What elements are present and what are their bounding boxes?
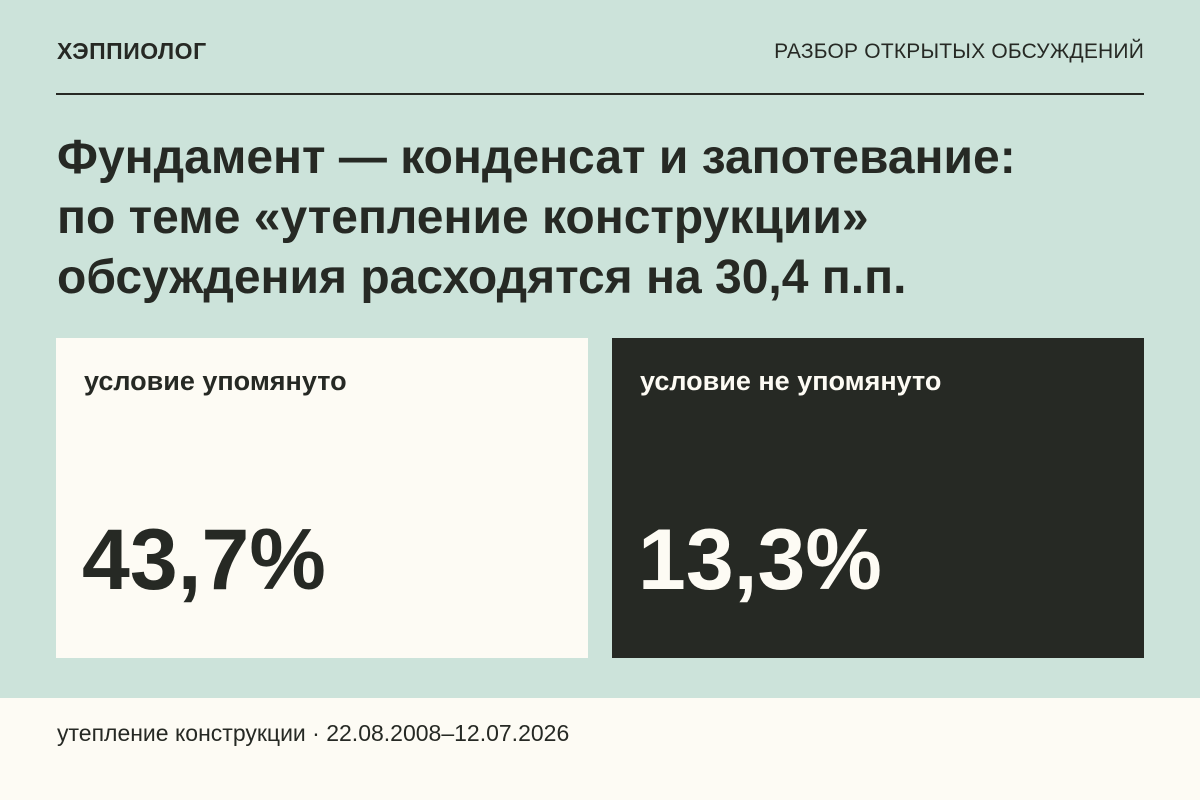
stat-card-label: условие не упомянуто (640, 366, 942, 396)
stat-card-value: 13,3% (638, 512, 882, 608)
stat-card-not-mentioned: условие не упомянуто 13,3% (612, 338, 1144, 658)
section-label: РАЗБОР ОТКРЫТЫХ ОБСУЖДЕНИЙ (774, 40, 1144, 63)
headline: Фундамент — конденсат и запотевание: по … (57, 128, 1157, 308)
footer-caption: утепление конструкции · 22.08.2008–12.07… (57, 720, 570, 746)
header-divider (56, 93, 1144, 95)
stat-card-label: условие упомянуто (84, 366, 347, 396)
stat-card-value: 43,7% (82, 512, 326, 608)
stat-card-mentioned: условие упомянуто 43,7% (56, 338, 588, 658)
footer-bar: утепление конструкции · 22.08.2008–12.07… (0, 698, 1200, 800)
headline-line-2: по теме «утепление конструкции» (57, 191, 869, 244)
headline-line-1: Фундамент — конденсат и запотевание: (57, 131, 1016, 184)
headline-line-3: обсуждения расходятся на 30,4 п.п. (57, 251, 907, 304)
brand-name: ХЭППИОЛОГ (57, 38, 207, 64)
